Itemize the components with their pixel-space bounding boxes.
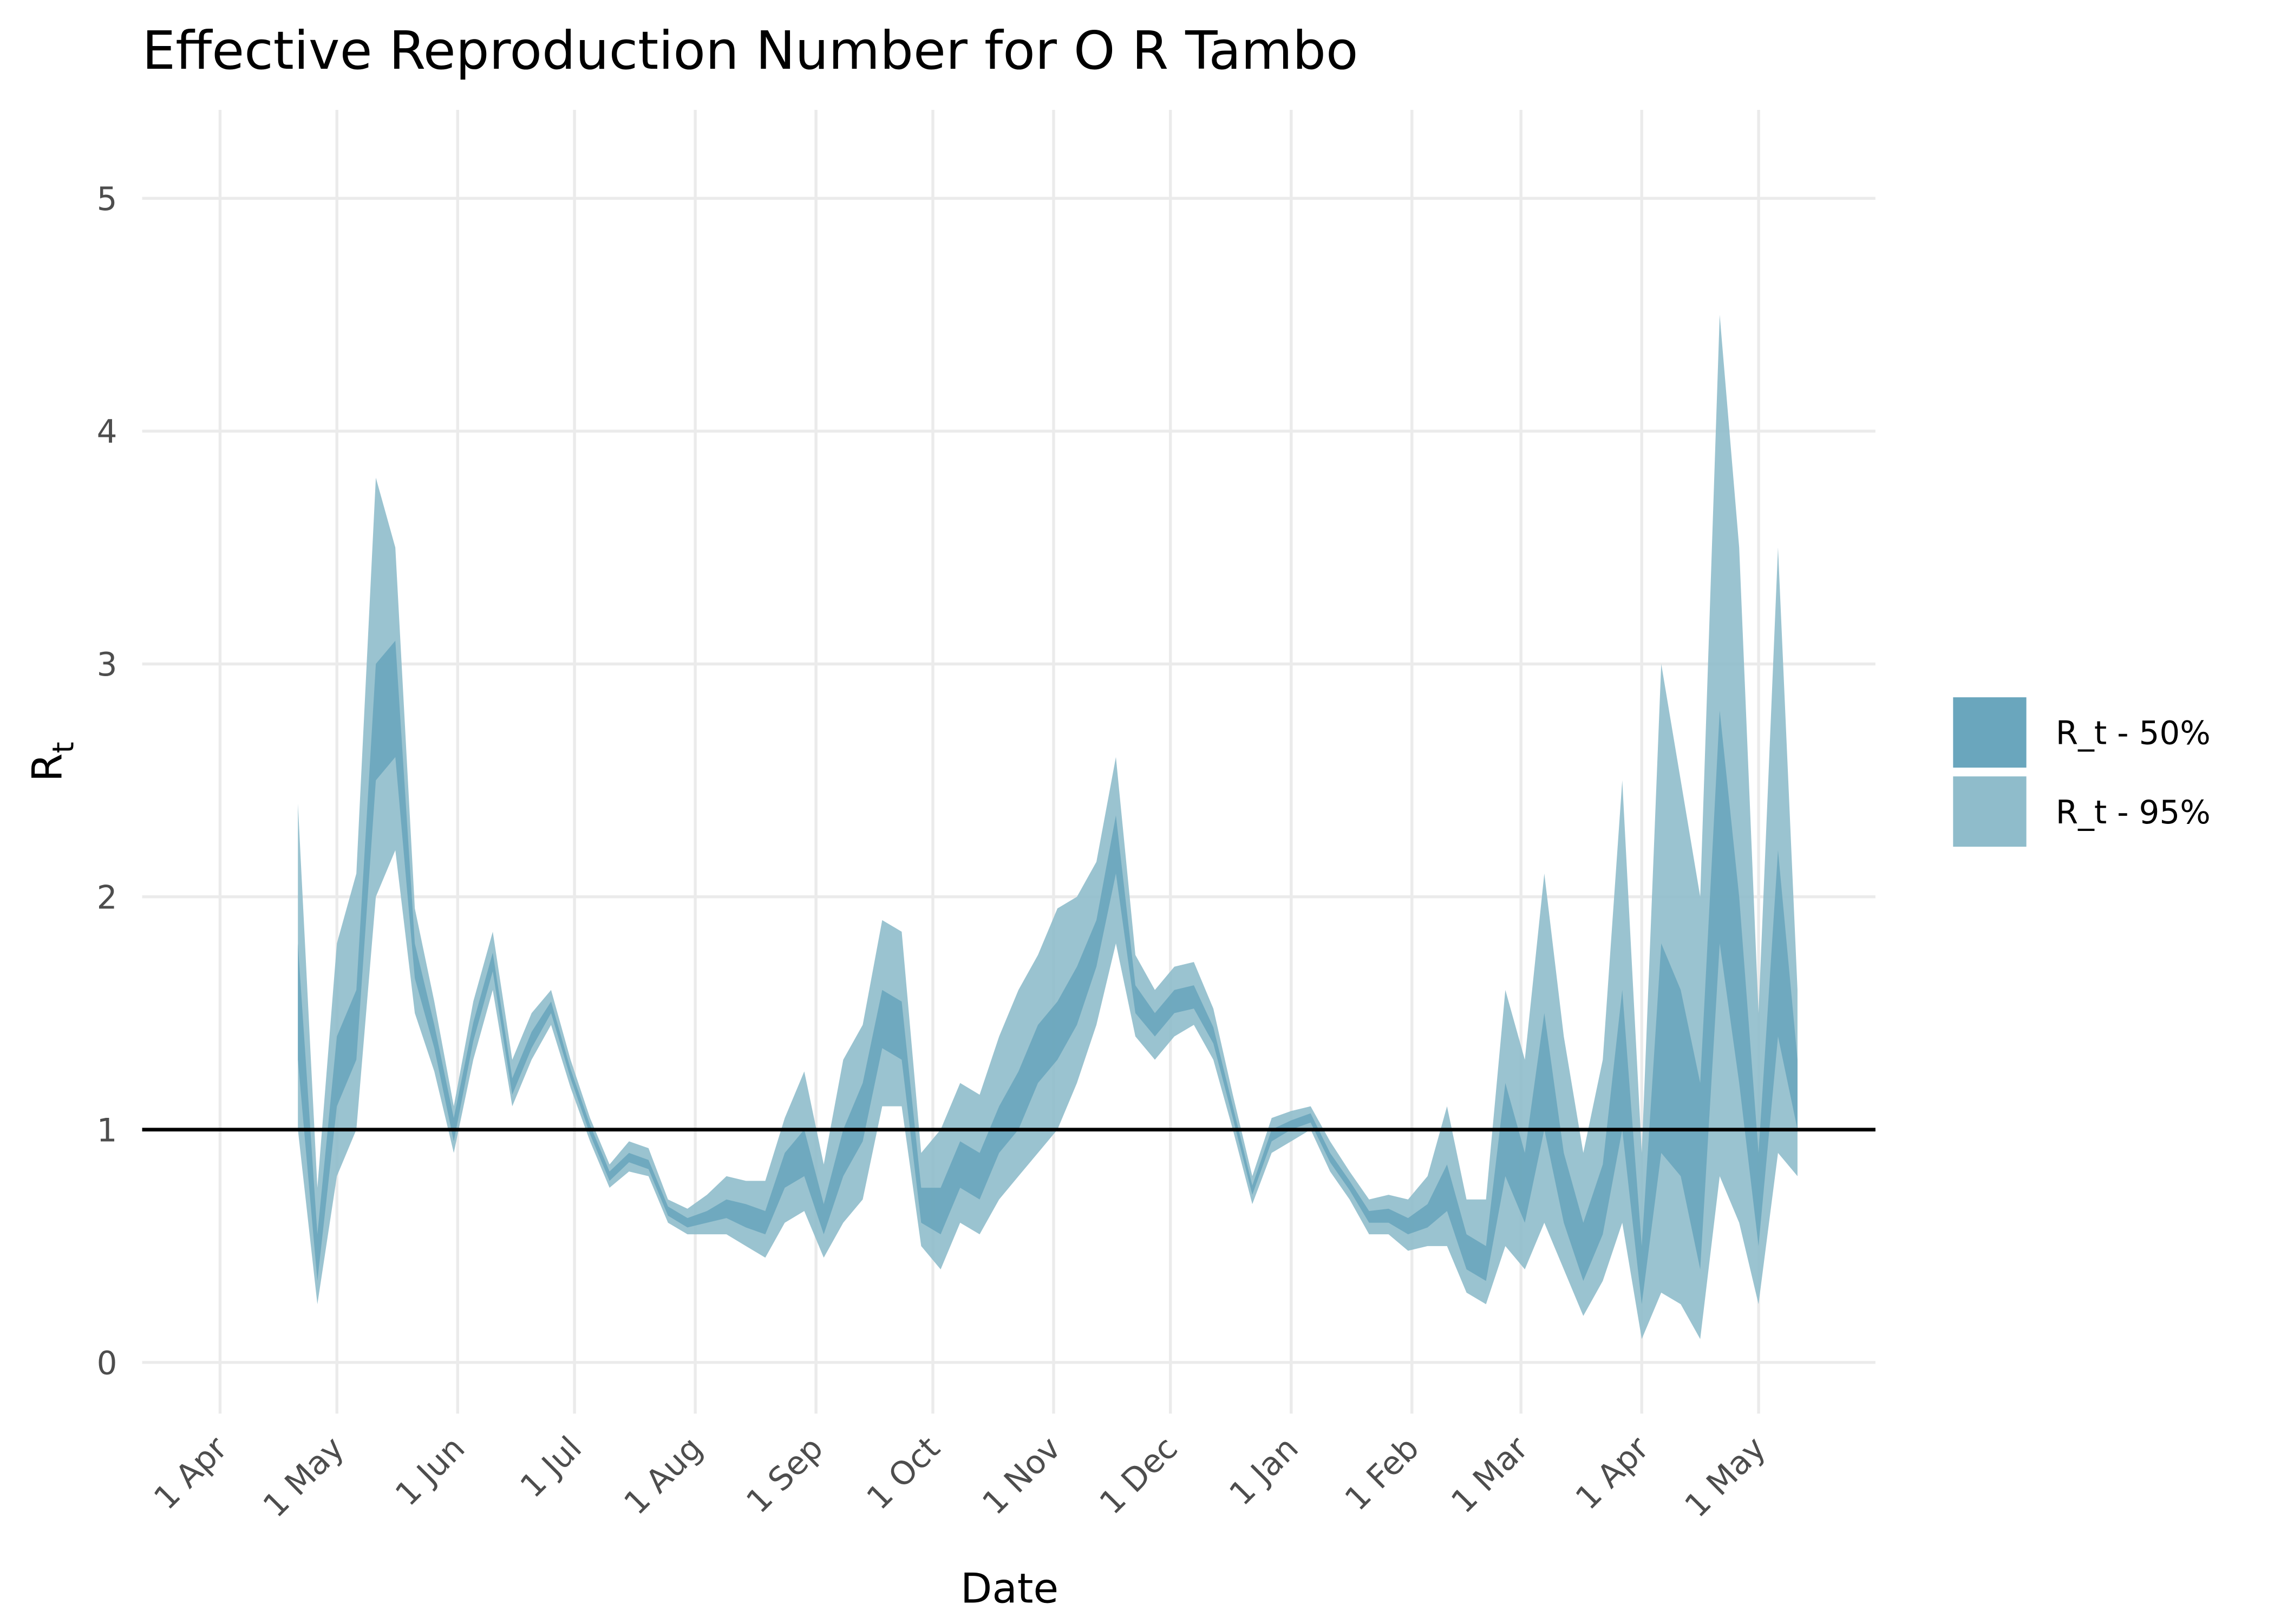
y-axis-title-subscript: t [46, 742, 80, 753]
x-tick-label: 1 May [256, 1430, 351, 1525]
x-tick-label: 1 Sep [740, 1430, 831, 1521]
x-tick-label: 1 Feb [1338, 1430, 1426, 1518]
x-tick-label: 1 Dec [1093, 1430, 1185, 1522]
y-tick-label: 1 [97, 1112, 117, 1149]
y-tick-label: 4 [97, 414, 117, 451]
y-tick-label: 5 [97, 181, 117, 218]
legend-label: R_t - 50% [2056, 715, 2211, 752]
x-tick-label: 1 Oct [860, 1430, 948, 1517]
legend-label: R_t - 95% [2056, 794, 2211, 831]
legend-swatch [1953, 697, 2027, 768]
ribbon-band [298, 640, 1798, 1305]
x-tick-label: 1 Apr [1569, 1429, 1656, 1517]
x-tick-label: 1 Aug [617, 1430, 710, 1522]
y-axis-title-main: R [24, 753, 71, 782]
y-axis-title: Rt [24, 742, 81, 782]
chart-title: Effective Reproduction Number for O R Ta… [142, 20, 1358, 81]
y-tick-label: 2 [97, 879, 117, 916]
x-tick-label: 1 Jun [388, 1430, 472, 1514]
y-tick-label: 0 [97, 1345, 117, 1382]
y-tick-label: 3 [97, 646, 117, 684]
x-tick-label: 1 Apr [147, 1429, 235, 1517]
x-tick-label: 1 Jan [1223, 1430, 1306, 1513]
legend-swatch [1953, 776, 2027, 847]
x-tick-label: 1 Nov [976, 1430, 1068, 1522]
x-tick-label: 1 May [1678, 1430, 1773, 1525]
x-axis-title: Date [960, 1564, 1058, 1612]
x-tick-label: 1 Jul [513, 1430, 589, 1505]
x-tick-label: 1 Mar [1445, 1429, 1536, 1521]
